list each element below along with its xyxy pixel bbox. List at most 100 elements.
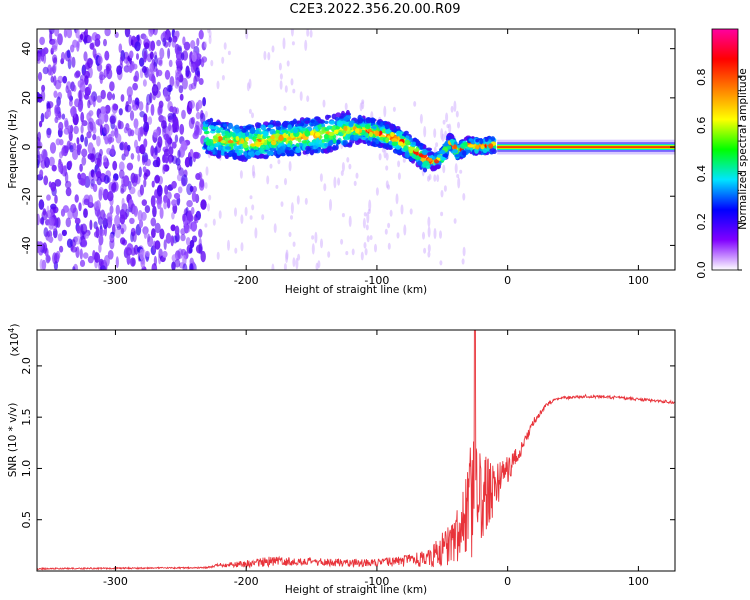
signal-blob <box>453 144 457 149</box>
noise-blob <box>137 153 141 162</box>
faint-blob <box>439 260 443 266</box>
y-tick-label: 40 <box>20 42 33 56</box>
faint-blob <box>311 235 315 240</box>
noise-blob <box>171 141 177 149</box>
colorbar-tick-label: 0.2 <box>695 213 708 231</box>
noise-blob <box>154 240 161 250</box>
faint-blob <box>267 52 271 61</box>
signal-blob <box>442 153 449 158</box>
faint-blob <box>341 213 345 218</box>
signal-blob <box>275 129 280 134</box>
noise-blob <box>151 180 155 188</box>
noise-blob <box>109 233 114 242</box>
noise-blob <box>136 53 139 60</box>
signal-blob <box>345 109 350 116</box>
faint-blob <box>457 177 461 189</box>
noise-blob <box>180 248 187 256</box>
noise-blob <box>94 251 99 263</box>
noise-blob <box>41 149 48 161</box>
noise-blob <box>181 77 188 90</box>
noise-blob <box>190 206 195 215</box>
signal-blob <box>479 138 484 145</box>
noise-blob <box>52 206 59 214</box>
signal-blob <box>409 157 414 161</box>
faint-blob <box>366 211 370 224</box>
signal-blob <box>335 112 342 118</box>
signal-blob <box>239 154 246 161</box>
noise-blob <box>100 265 106 270</box>
signal-blob <box>454 154 460 158</box>
noise-blob <box>184 156 191 168</box>
noise-blob <box>168 59 173 68</box>
noise-blob <box>68 160 73 169</box>
signal-blob <box>390 132 395 137</box>
noise-blob <box>130 153 135 160</box>
noise-blob <box>87 121 94 133</box>
faint-blob <box>279 73 283 80</box>
noise-blob <box>61 229 67 237</box>
x-tick-label: -200 <box>234 575 259 588</box>
faint-blob <box>227 239 230 251</box>
faint-blob <box>419 113 423 124</box>
faint-blob <box>295 257 299 270</box>
noise-blob <box>139 184 144 196</box>
signal-blob <box>349 120 355 124</box>
noise-blob <box>163 194 168 204</box>
noise-blob <box>54 79 62 90</box>
faint-blob <box>413 101 417 107</box>
signal-blob <box>275 125 282 130</box>
noise-blob <box>195 111 201 120</box>
noise-blob <box>98 229 105 237</box>
signal-blob <box>235 136 240 141</box>
noise-blob <box>80 223 88 235</box>
signal-blob <box>323 143 329 147</box>
faint-blob <box>368 199 372 212</box>
faint-blob <box>292 257 296 268</box>
noise-blob <box>121 197 125 208</box>
signal-blob <box>224 146 232 150</box>
y-tick-label: -20 <box>20 187 33 205</box>
faint-blob <box>395 193 399 205</box>
noise-blob <box>171 199 178 207</box>
colorbar-tick-label: 0.8 <box>695 68 708 86</box>
signal-blob <box>290 120 297 125</box>
signal-blob <box>411 141 417 145</box>
noise-blob <box>107 191 114 202</box>
faint-blob <box>400 204 404 215</box>
noise-blob <box>200 112 206 124</box>
noise-blob <box>96 209 102 220</box>
signal-blob <box>213 136 219 143</box>
noise-blob <box>164 185 169 195</box>
faint-blob <box>383 105 387 118</box>
noise-blob <box>162 164 166 175</box>
noise-blob <box>168 122 172 132</box>
noise-blob <box>129 110 135 121</box>
signal-blob <box>343 125 348 132</box>
colorbar-tick-label: 0.4 <box>695 165 708 183</box>
signal-blob <box>234 129 240 134</box>
noise-blob <box>114 214 121 227</box>
signal-blob <box>484 137 489 143</box>
noise-blob <box>132 82 139 91</box>
signal-blob <box>489 148 496 153</box>
noise-blob <box>171 180 177 189</box>
faint-blob <box>271 45 275 53</box>
noise-blob <box>65 85 69 94</box>
noise-blob <box>202 97 207 107</box>
signal-blob <box>417 160 423 166</box>
noise-blob <box>120 237 126 245</box>
noise-blob <box>186 200 193 208</box>
x-tick-label: -300 <box>103 274 128 287</box>
faint-blob <box>346 157 350 163</box>
noise-blob <box>103 123 110 135</box>
noise-blob <box>175 68 182 77</box>
signal-blob <box>403 130 409 135</box>
noise-blob <box>79 163 83 172</box>
noise-blob <box>168 36 172 43</box>
faint-blob <box>210 59 214 67</box>
noise-blob <box>78 89 82 102</box>
signal-blob <box>289 128 294 134</box>
noise-blob <box>70 44 75 53</box>
noise-blob <box>87 57 93 69</box>
signal-blob <box>325 114 330 121</box>
